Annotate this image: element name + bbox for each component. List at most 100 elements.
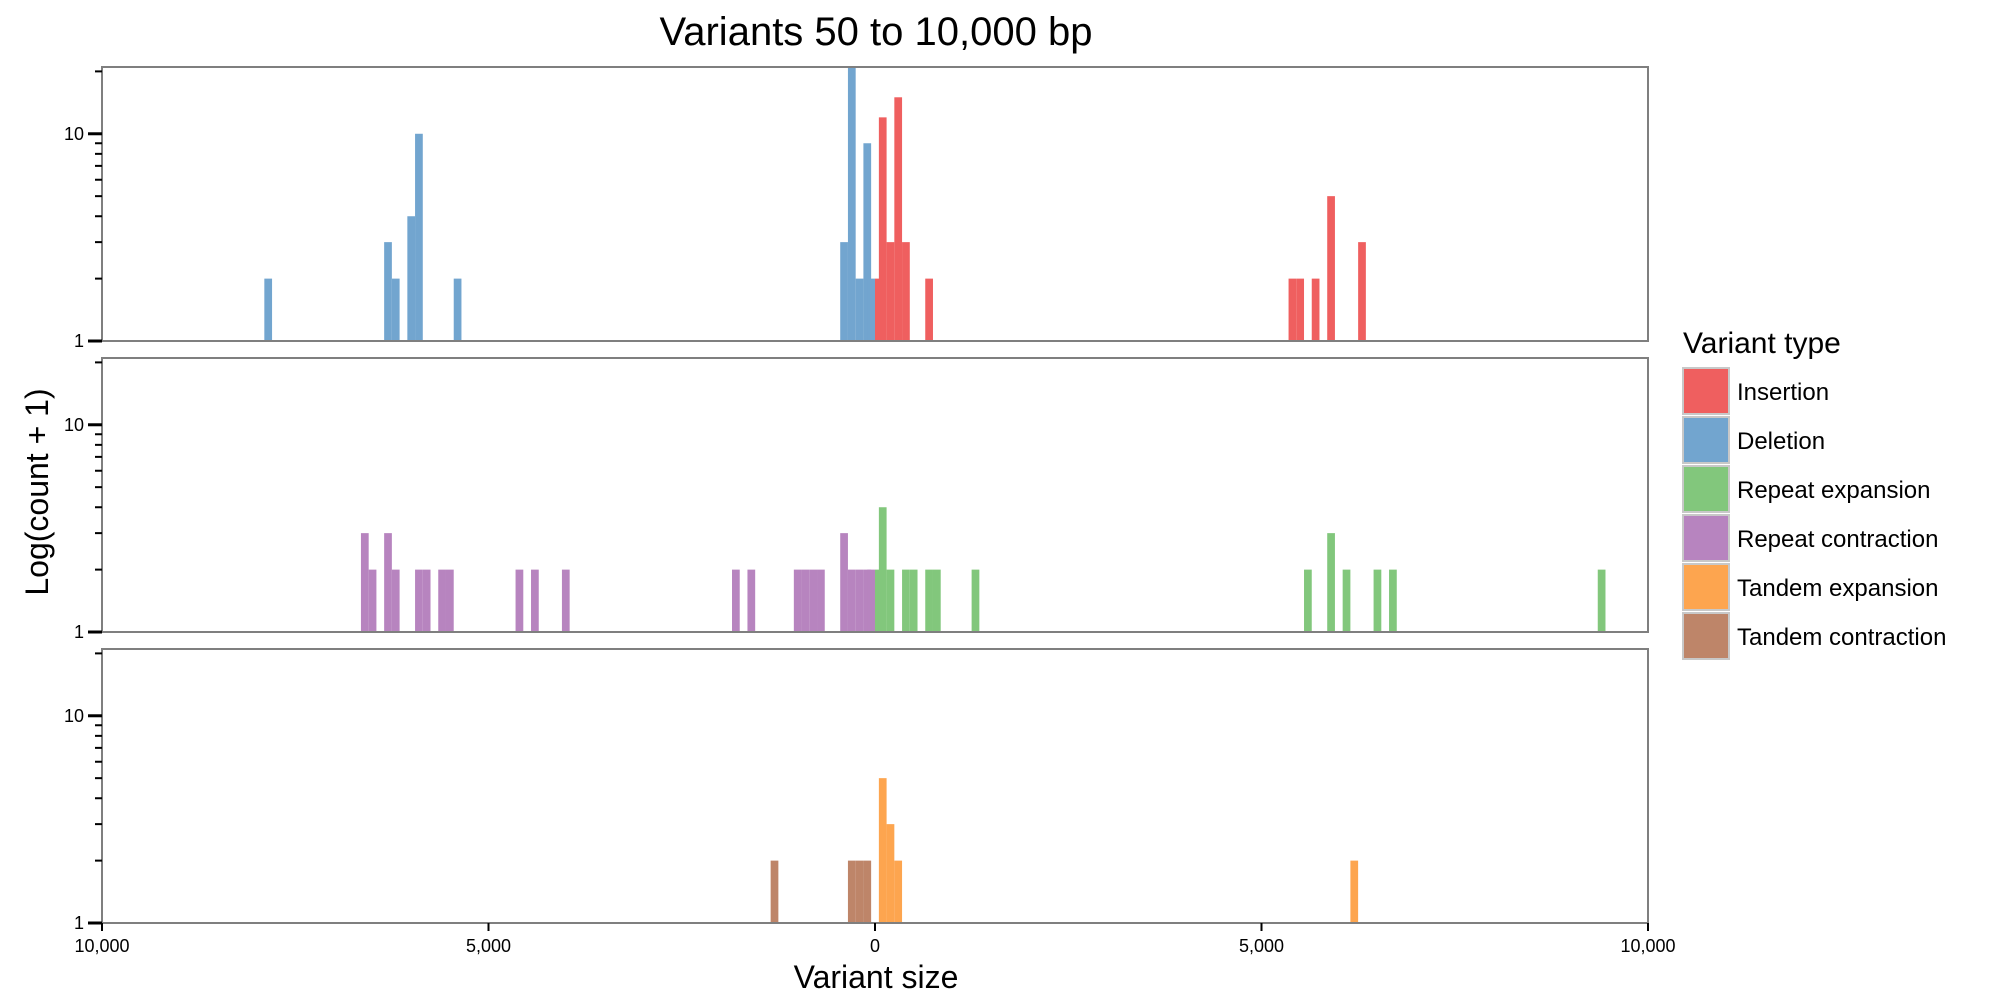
histogram-bar [886, 824, 895, 923]
histogram-bar [391, 278, 400, 341]
histogram-bar [878, 117, 887, 341]
legend-entry: Tandem contraction [1682, 612, 1946, 660]
series-bars [878, 778, 1359, 923]
histogram-bar [407, 216, 416, 341]
legend-entry: Deletion [1682, 416, 1825, 464]
y-tick-label: 1 [74, 913, 84, 933]
facet-panel: 1 10 [64, 66, 1649, 351]
x-tick-label: 5,000 [466, 936, 511, 956]
histogram-bar [1389, 569, 1397, 632]
histogram-bar [1373, 569, 1382, 632]
histogram-bar [1342, 569, 1351, 632]
facet-panel: 1 10 [64, 648, 1649, 933]
legend-label: Tandem contraction [1737, 624, 1946, 651]
histogram-bar [747, 569, 756, 632]
histogram-bar [894, 860, 903, 923]
y-tick-label: 10 [64, 415, 84, 435]
histogram-bar [415, 133, 423, 341]
histogram-bar [863, 569, 872, 632]
x-tick-label: 5,000 [1239, 936, 1284, 956]
legend-key [1682, 416, 1730, 464]
series-bars [770, 860, 872, 923]
histogram-bar [415, 569, 423, 632]
histogram-bar [422, 569, 431, 632]
legend-label: Deletion [1737, 428, 1825, 455]
histogram-bar [875, 278, 883, 341]
legend-entry: Tandem expansion [1682, 563, 1938, 611]
legend-label: Insertion [1737, 379, 1829, 406]
legend-items: Insertion Deletion Repeat expansion Repeat … [1682, 367, 1946, 660]
histogram-bar [1358, 242, 1366, 341]
histogram-bar [453, 278, 462, 341]
histogram-bar [1597, 569, 1606, 632]
y-tick-label: 10 [64, 124, 84, 144]
legend-key [1682, 612, 1730, 660]
histogram-bar [793, 569, 802, 632]
histogram-bar [855, 569, 864, 632]
facet-panels: 1 10 1 10 1 10 [64, 66, 1649, 933]
legend-label: Repeat expansion [1737, 477, 1930, 504]
legend-key [1682, 367, 1730, 415]
histogram-bar [840, 242, 848, 341]
histogram-bar [875, 569, 883, 632]
series-bars [264, 67, 875, 341]
histogram-bar [384, 533, 392, 632]
histogram-bar [391, 569, 400, 632]
histogram-bar [878, 778, 887, 923]
legend-key [1682, 563, 1730, 611]
x-axis-label: Variant size [794, 959, 959, 995]
y-axis-label: Log(count + 1) [19, 388, 55, 595]
series-bars [875, 507, 1606, 632]
histogram-bar [809, 569, 818, 632]
histogram-bar [847, 67, 856, 341]
histogram-bar [531, 569, 539, 632]
histogram-bar [909, 569, 918, 632]
histogram-bar [886, 242, 895, 341]
histogram-bar [925, 278, 933, 341]
x-tick-label: 10,000 [74, 936, 129, 956]
panel-frame [101, 357, 1649, 633]
legend-entry: Insertion [1682, 367, 1829, 415]
legend-entry: Repeat contraction [1682, 514, 1938, 562]
histogram-bar [561, 569, 570, 632]
legend-key [1682, 514, 1730, 562]
histogram-bar [1327, 533, 1335, 632]
legend-entry: Repeat expansion [1682, 465, 1930, 513]
histogram-bar [1350, 860, 1359, 923]
histogram-bar [360, 533, 369, 632]
panel-frame [101, 648, 1649, 924]
histogram-bar [770, 860, 779, 923]
legend-key [1682, 465, 1730, 513]
histogram-bar [902, 242, 910, 341]
y-tick-label: 10 [64, 706, 84, 726]
histogram-bar [971, 569, 980, 632]
histogram-bar [894, 97, 903, 341]
x-tick-label: 10,000 [1620, 936, 1675, 956]
panel-frame [101, 66, 1649, 342]
histogram-bar [847, 860, 856, 923]
histogram-bar [847, 569, 856, 632]
histogram-bar [1327, 196, 1335, 341]
histogram-bar [438, 569, 446, 632]
series-bars [875, 97, 1366, 341]
legend-title: Variant type [1683, 327, 1841, 360]
histogram-bar [515, 569, 524, 632]
series-bars [360, 533, 875, 632]
histogram-bar [867, 278, 875, 341]
histogram-bar [384, 242, 392, 341]
histogram-bar [264, 278, 273, 341]
histogram-bar [863, 143, 872, 341]
histogram-bar [855, 278, 864, 341]
legend-label: Repeat contraction [1737, 526, 1938, 553]
histogram-bar [1304, 569, 1312, 632]
histogram-bar [840, 533, 848, 632]
histogram-bar [817, 569, 825, 632]
histogram-bar [925, 569, 933, 632]
histogram-bar [1311, 278, 1320, 341]
facet-panel: 1 10 [64, 357, 1649, 642]
histogram-bar [902, 569, 910, 632]
histogram-bar [368, 569, 377, 632]
histogram-bar [932, 569, 941, 632]
legend: Variant type Insertion Deletion Repeat exp… [1682, 327, 1946, 660]
